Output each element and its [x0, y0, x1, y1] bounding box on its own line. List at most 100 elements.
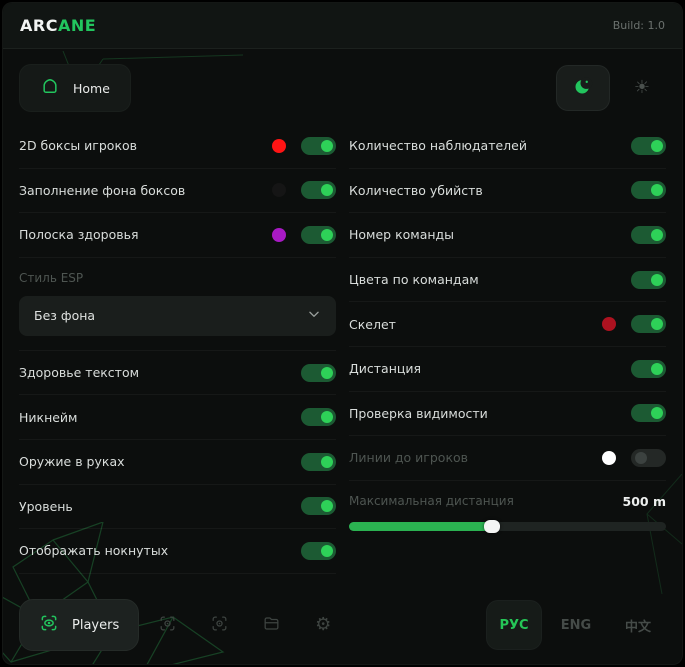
toggle-knob: [651, 273, 663, 286]
setting-row: Скелет: [349, 302, 666, 347]
setting-controls: [631, 181, 666, 200]
toggle-switch[interactable]: [631, 136, 666, 155]
toggle-switch[interactable]: [631, 315, 666, 334]
toggle-switch[interactable]: [631, 181, 666, 200]
toggle-switch[interactable]: [301, 541, 336, 560]
setting-row: Полоска здоровья: [19, 213, 336, 258]
setting-label: Цвета по командам: [349, 272, 479, 288]
setting-label: Уровень: [19, 498, 73, 514]
folder-icon: [262, 614, 281, 637]
setting-controls: [272, 136, 336, 155]
color-swatch[interactable]: [602, 317, 616, 332]
toggle-switch[interactable]: [301, 181, 336, 200]
toggle-switch[interactable]: [301, 136, 336, 155]
chevron-down-icon: [307, 306, 321, 325]
setting-controls: [301, 452, 336, 471]
esp-style-block: Стиль ESP Без фона: [19, 258, 336, 351]
toggle-knob: [321, 455, 333, 468]
setting-row: Никнейм: [19, 395, 336, 440]
setting-row: Дистанция: [349, 347, 666, 392]
esp-style-dropdown[interactable]: Без фона: [19, 295, 336, 336]
toggle-switch[interactable]: [631, 225, 666, 244]
color-swatch[interactable]: [272, 227, 286, 242]
setting-label: Отображать нокнутых: [19, 543, 169, 559]
home-button[interactable]: Home: [19, 64, 131, 112]
build-version: Build: 1.0: [612, 19, 665, 32]
setting-label: Проверка видимости: [349, 405, 488, 421]
color-swatch[interactable]: [272, 138, 286, 153]
home-button-label: Home: [73, 80, 110, 96]
target-scan-icon: [210, 614, 229, 637]
configs-tab-button[interactable]: [247, 601, 295, 649]
sun-icon: ☀: [633, 77, 651, 98]
toggle-knob: [321, 411, 333, 424]
toggle-switch[interactable]: [631, 404, 666, 423]
setting-label: Количество наблюдателей: [349, 138, 527, 154]
setting-controls: [272, 181, 336, 200]
toggle-knob: [321, 139, 333, 152]
esp-style-label: Стиль ESP: [19, 270, 84, 285]
toggle-switch[interactable]: [301, 497, 336, 516]
toggle-switch[interactable]: [301, 408, 336, 427]
color-swatch[interactable]: [272, 183, 286, 198]
language-button[interactable]: 中文: [610, 600, 666, 650]
setting-label: Полоска здоровья: [19, 227, 139, 243]
setting-row: Отображать нокнутых: [19, 529, 336, 574]
players-tab-button[interactable]: Players: [19, 599, 140, 651]
setting-row: Заполнение фона боксов: [19, 169, 336, 214]
aim-scan-icon: [158, 614, 177, 637]
esp-style-value: Без фона: [34, 308, 96, 324]
slider-thumb[interactable]: [483, 519, 500, 533]
setting-label: Здоровье текстом: [19, 365, 140, 381]
toggle-switch[interactable]: [301, 225, 336, 244]
aimbot-tab-button[interactable]: [143, 601, 191, 649]
setting-controls: [602, 448, 666, 467]
language-switcher: РУС ENG 中文: [486, 600, 666, 650]
toggle-switch[interactable]: [631, 448, 666, 467]
setting-label: Никнейм: [19, 409, 78, 425]
left-rows-bottom: Здоровье текстом Никнейм Оружие в руках …: [19, 351, 336, 574]
toggle-knob: [635, 451, 647, 464]
setting-label: Скелет: [349, 316, 396, 332]
bottom-nav: Players: [3, 598, 682, 664]
toggle-switch[interactable]: [631, 359, 666, 378]
language-button[interactable]: ENG: [548, 600, 604, 650]
toggle-switch[interactable]: [301, 363, 336, 382]
max-distance-value: 500 m: [622, 493, 666, 509]
light-theme-button[interactable]: ☀: [618, 65, 666, 111]
title-bar: ARCANE Build: 1.0: [3, 3, 682, 49]
max-distance-slider[interactable]: [349, 519, 666, 533]
toggle-knob: [651, 228, 663, 241]
language-label: РУС: [499, 617, 529, 633]
settings-panel: 2D боксы игроков Заполнение фона боксов …: [3, 122, 682, 598]
app-logo: ARCANE: [20, 16, 96, 35]
dark-theme-button[interactable]: [556, 65, 610, 111]
toggle-knob: [651, 139, 663, 152]
setting-label: Дистанция: [349, 361, 422, 377]
toggle-knob: [651, 184, 663, 197]
setting-label: Заполнение фона боксов: [19, 182, 186, 198]
setting-row: Номер команды: [349, 213, 666, 258]
setting-label: Количество убийств: [349, 182, 483, 198]
player-esp-eye-icon: [39, 613, 59, 637]
setting-controls: [631, 404, 666, 423]
color-swatch[interactable]: [602, 450, 616, 465]
toggle-knob: [321, 366, 333, 379]
setting-controls: [272, 225, 336, 244]
setting-controls: [301, 541, 336, 560]
setting-controls: [631, 225, 666, 244]
language-label: 中文: [624, 619, 651, 635]
setting-controls: [301, 408, 336, 427]
setting-label: Оружие в руках: [19, 454, 125, 470]
toggle-knob: [321, 184, 333, 197]
toggle-switch[interactable]: [301, 452, 336, 471]
toggle-switch[interactable]: [631, 270, 666, 289]
language-button[interactable]: РУС: [486, 600, 542, 650]
visuals-tab-button[interactable]: [195, 601, 243, 649]
setting-controls: [301, 497, 336, 516]
right-column: Количество наблюдателей Количество убийс…: [349, 124, 666, 598]
setting-row: Здоровье текстом: [19, 351, 336, 396]
max-distance-block: Максимальная дистанция 500 m: [349, 481, 666, 537]
settings-tab-button[interactable]: ⚙: [299, 601, 347, 649]
setting-controls: [631, 359, 666, 378]
